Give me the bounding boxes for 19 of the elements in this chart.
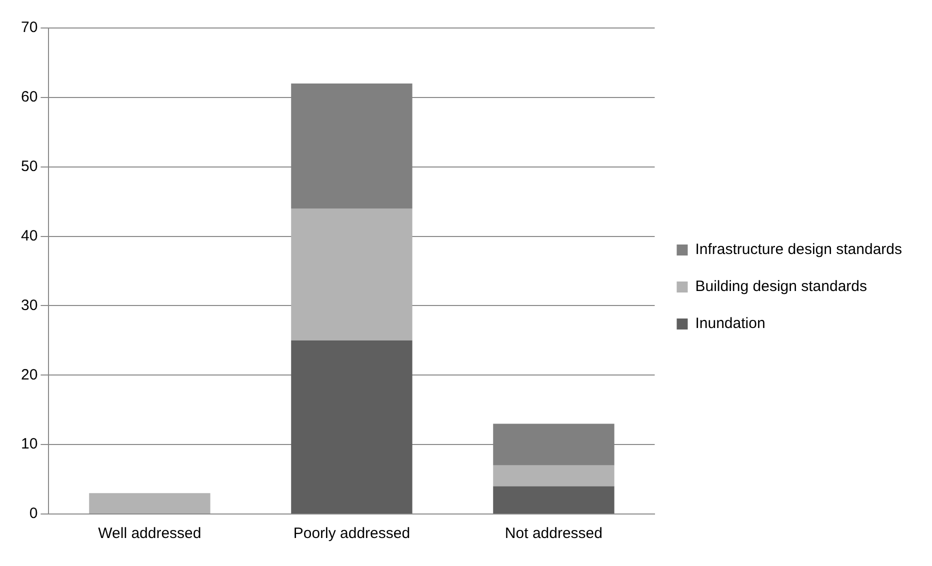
y-tick-label: 60 <box>20 88 38 106</box>
bar <box>89 493 210 514</box>
bar <box>493 486 614 514</box>
bar <box>291 208 412 340</box>
y-tick-label: 40 <box>20 227 38 244</box>
y-tick-label: 10 <box>20 436 38 453</box>
y-tick-label: 50 <box>20 158 38 175</box>
y-tick-label: 20 <box>20 366 38 384</box>
y-tick-label: 0 <box>29 505 38 522</box>
bar <box>493 465 614 486</box>
y-tick-label: 70 <box>20 19 38 36</box>
x-tick-label: Not addressed <box>504 525 602 542</box>
x-tick-label: Poorly addressed <box>293 525 410 542</box>
legend-label: Inundation <box>695 315 766 332</box>
y-tick-label: 30 <box>20 296 38 314</box>
bar <box>291 340 412 514</box>
legend-label: Building design standards <box>695 278 868 296</box>
x-tick-label: Well addressed <box>98 525 202 542</box>
legend-label: Infrastructure design standards <box>695 241 902 258</box>
